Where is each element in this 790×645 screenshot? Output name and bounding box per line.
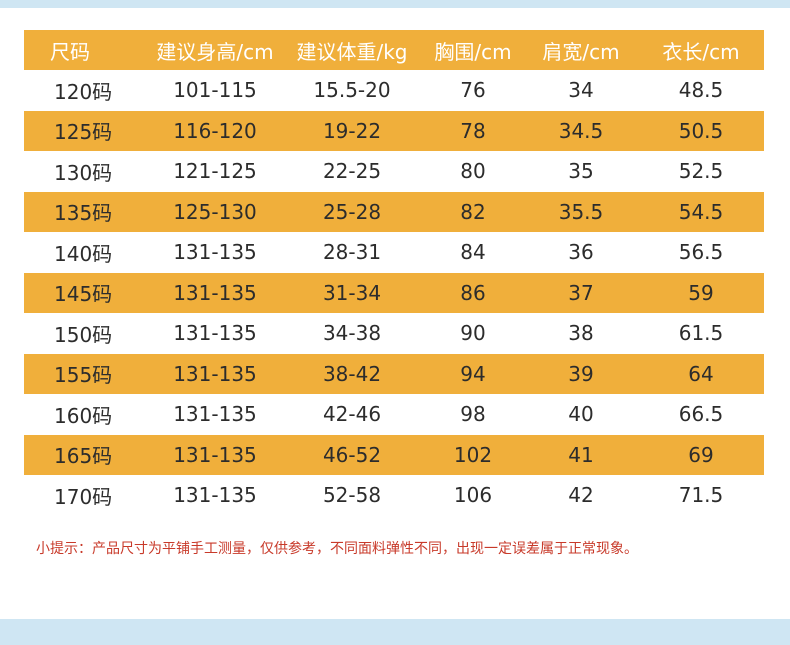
cell-chest: 82 bbox=[422, 191, 524, 232]
cell-weight: 19-22 bbox=[282, 110, 422, 151]
table-row: 150码 131-135 34-38 90 38 61.5 bbox=[24, 313, 764, 354]
table-header-row: 尺码 建议身高/cm 建议体重/kg 胸围/cm 肩宽/cm 衣长/cm bbox=[24, 30, 764, 70]
cell-length: 52.5 bbox=[638, 151, 764, 192]
cell-height: 131-135 bbox=[148, 272, 282, 313]
table-row: 170码 131-135 52-58 106 42 71.5 bbox=[24, 475, 764, 516]
cell-chest: 94 bbox=[422, 353, 524, 394]
cell-height: 131-135 bbox=[148, 434, 282, 475]
cell-shoulder: 38 bbox=[524, 313, 638, 354]
bottom-band bbox=[0, 619, 790, 645]
cell-size: 125码 bbox=[24, 110, 148, 151]
cell-length: 61.5 bbox=[638, 313, 764, 354]
cell-weight: 15.5-20 bbox=[282, 70, 422, 111]
cell-weight: 25-28 bbox=[282, 191, 422, 232]
cell-size: 140码 bbox=[24, 232, 148, 273]
cell-height: 131-135 bbox=[148, 313, 282, 354]
cell-weight: 22-25 bbox=[282, 151, 422, 192]
cell-height: 125-130 bbox=[148, 191, 282, 232]
cell-height: 131-135 bbox=[148, 232, 282, 273]
cell-height: 101-115 bbox=[148, 70, 282, 111]
table-row: 135码 125-130 25-28 82 35.5 54.5 bbox=[24, 191, 764, 232]
cell-chest: 84 bbox=[422, 232, 524, 273]
table-row: 160码 131-135 42-46 98 40 66.5 bbox=[24, 394, 764, 435]
table-row: 125码 116-120 19-22 78 34.5 50.5 bbox=[24, 110, 764, 151]
cell-chest: 98 bbox=[422, 394, 524, 435]
cell-height: 121-125 bbox=[148, 151, 282, 192]
table-row: 155码 131-135 38-42 94 39 64 bbox=[24, 353, 764, 394]
header-shoulder: 肩宽/cm bbox=[524, 30, 638, 70]
cell-size: 150码 bbox=[24, 313, 148, 354]
cell-length: 71.5 bbox=[638, 475, 764, 516]
cell-length: 54.5 bbox=[638, 191, 764, 232]
cell-height: 131-135 bbox=[148, 353, 282, 394]
cell-chest: 86 bbox=[422, 272, 524, 313]
cell-weight: 42-46 bbox=[282, 394, 422, 435]
tip-note: 小提示：产品尺寸为平铺手工测量，仅供参考，不同面料弹性不同，出现一定误差属于正常… bbox=[36, 541, 638, 557]
cell-weight: 28-31 bbox=[282, 232, 422, 273]
header-height: 建议身高/cm bbox=[148, 30, 282, 70]
cell-weight: 52-58 bbox=[282, 475, 422, 516]
table-row: 140码 131-135 28-31 84 36 56.5 bbox=[24, 232, 764, 273]
cell-height: 131-135 bbox=[148, 475, 282, 516]
cell-shoulder: 40 bbox=[524, 394, 638, 435]
cell-size: 135码 bbox=[24, 191, 148, 232]
cell-weight: 38-42 bbox=[282, 353, 422, 394]
cell-chest: 78 bbox=[422, 110, 524, 151]
cell-shoulder: 41 bbox=[524, 434, 638, 475]
cell-shoulder: 34.5 bbox=[524, 110, 638, 151]
cell-weight: 31-34 bbox=[282, 272, 422, 313]
cell-height: 131-135 bbox=[148, 394, 282, 435]
table-row: 120码 101-115 15.5-20 76 34 48.5 bbox=[24, 70, 764, 111]
table-row: 165码 131-135 46-52 102 41 69 bbox=[24, 434, 764, 475]
cell-shoulder: 35.5 bbox=[524, 191, 638, 232]
cell-length: 56.5 bbox=[638, 232, 764, 273]
cell-shoulder: 36 bbox=[524, 232, 638, 273]
cell-length: 59 bbox=[638, 272, 764, 313]
cell-size: 170码 bbox=[24, 475, 148, 516]
cell-weight: 46-52 bbox=[282, 434, 422, 475]
cell-shoulder: 42 bbox=[524, 475, 638, 516]
cell-length: 66.5 bbox=[638, 394, 764, 435]
cell-size: 165码 bbox=[24, 434, 148, 475]
table-row: 145码 131-135 31-34 86 37 59 bbox=[24, 272, 764, 313]
header-weight: 建议体重/kg bbox=[282, 30, 422, 70]
size-chart-table: 尺码 建议身高/cm 建议体重/kg 胸围/cm 肩宽/cm 衣长/cm 120… bbox=[24, 30, 764, 516]
cell-shoulder: 37 bbox=[524, 272, 638, 313]
cell-length: 64 bbox=[638, 353, 764, 394]
cell-shoulder: 39 bbox=[524, 353, 638, 394]
cell-chest: 106 bbox=[422, 475, 524, 516]
cell-length: 48.5 bbox=[638, 70, 764, 111]
header-length: 衣长/cm bbox=[638, 30, 764, 70]
cell-size: 145码 bbox=[24, 272, 148, 313]
cell-size: 155码 bbox=[24, 353, 148, 394]
cell-length: 69 bbox=[638, 434, 764, 475]
cell-chest: 102 bbox=[422, 434, 524, 475]
table-row: 130码 121-125 22-25 80 35 52.5 bbox=[24, 151, 764, 192]
cell-length: 50.5 bbox=[638, 110, 764, 151]
cell-size: 160码 bbox=[24, 394, 148, 435]
cell-chest: 90 bbox=[422, 313, 524, 354]
cell-size: 120码 bbox=[24, 70, 148, 111]
header-size: 尺码 bbox=[24, 30, 148, 70]
cell-height: 116-120 bbox=[148, 110, 282, 151]
cell-shoulder: 35 bbox=[524, 151, 638, 192]
cell-weight: 34-38 bbox=[282, 313, 422, 354]
top-band bbox=[0, 0, 790, 8]
header-chest: 胸围/cm bbox=[422, 30, 524, 70]
cell-size: 130码 bbox=[24, 151, 148, 192]
cell-chest: 80 bbox=[422, 151, 524, 192]
cell-chest: 76 bbox=[422, 70, 524, 111]
cell-shoulder: 34 bbox=[524, 70, 638, 111]
